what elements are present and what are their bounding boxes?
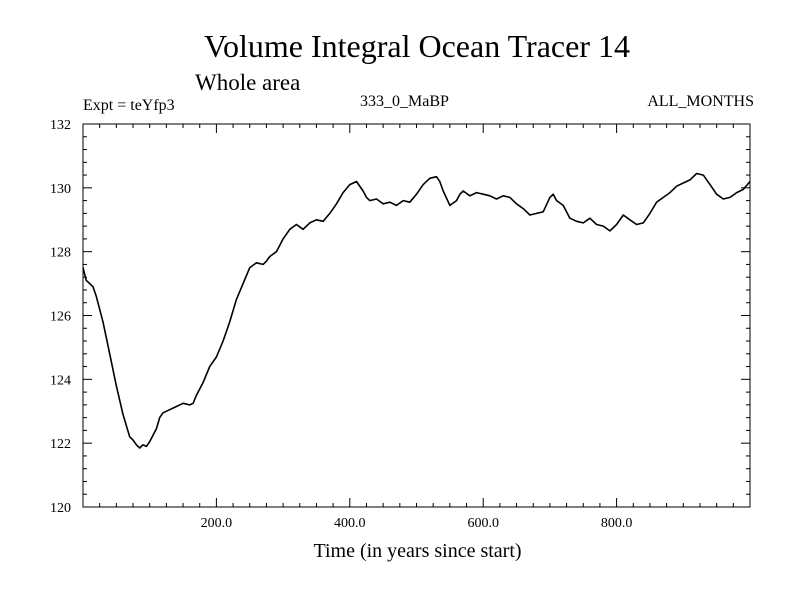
plot-frame bbox=[82, 123, 751, 508]
x-tick-label: 200.0 bbox=[201, 516, 233, 531]
series-line bbox=[82, 172, 751, 449]
y-tick-label: 132 bbox=[50, 118, 71, 133]
y-tick-label: 124 bbox=[50, 373, 71, 388]
period-label: 333_0_MaBP bbox=[360, 93, 449, 110]
x-tick-label: 600.0 bbox=[467, 516, 499, 531]
y-tick-label: 122 bbox=[50, 437, 71, 452]
axis-ticks bbox=[83, 124, 750, 507]
chart-title: Volume Integral Ocean Tracer 14 bbox=[204, 28, 630, 64]
tick-labels: 200.0 400.0 600.0 800.0 120 122 124 126 128 130 13… bbox=[50, 118, 632, 531]
x-tick-label: 800.0 bbox=[601, 516, 633, 531]
y-tick-label: 128 bbox=[50, 246, 71, 261]
x-axis-label: Time (in years since start) bbox=[313, 540, 522, 562]
y-tick-label: 120 bbox=[50, 501, 71, 516]
y-tick-label: 126 bbox=[50, 310, 71, 325]
chart-subtitle: Whole area bbox=[195, 70, 301, 95]
y-tick-label: 130 bbox=[50, 182, 71, 197]
x-tick-label: 400.0 bbox=[334, 516, 366, 531]
experiment-label: Expt = teYfp3 bbox=[83, 97, 175, 114]
months-label: ALL_MONTHS bbox=[647, 93, 754, 110]
